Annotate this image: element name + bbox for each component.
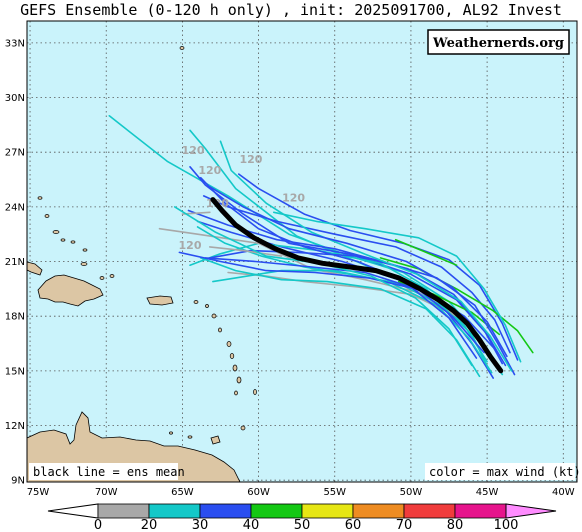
lat-label: 21N [5, 257, 25, 268]
ensemble-member-track [209, 246, 283, 257]
colorbar-arrow-left [47, 503, 99, 519]
land-hispaniola [37, 274, 104, 307]
watermark: Weathernerds.org [432, 36, 564, 51]
legend-color-label: color = max wind (kt) [429, 465, 581, 479]
ensemble-member-track [273, 211, 522, 363]
lat-label: 27N [5, 148, 25, 159]
lat-label: 30N [5, 93, 25, 104]
ensemble-member-track [199, 176, 485, 354]
ensemble-member-track [199, 257, 481, 378]
colorbar-segment [352, 503, 405, 519]
colorbar-tick-label: 80 [447, 518, 464, 532]
forecast-hour-label: 120 [239, 153, 262, 166]
colorbar-segment [301, 503, 354, 519]
colorbar-segment [403, 503, 456, 519]
ensemble-member-track [209, 186, 508, 358]
lat-label: 12N [5, 421, 25, 432]
watermark-box [427, 29, 570, 55]
forecast-hour-label: 120 [282, 191, 305, 204]
lon-label: 75W [27, 487, 50, 498]
colorbar-tick-label: 0 [94, 518, 102, 532]
land-puerto-rico [146, 295, 174, 306]
ensemble-member-track [202, 195, 511, 354]
lat-label: 9N [11, 476, 25, 487]
colorbar-tick-label: 30 [192, 518, 209, 532]
latitude-labels: 33N 30N 27N 24N 21N 18N 15N 12N 9N [5, 38, 25, 486]
colorbar-segment [199, 503, 252, 519]
colorbar-arrow-right [505, 503, 557, 519]
forecast-hour-label: 120 [182, 144, 205, 157]
lon-label: 65W [171, 487, 194, 498]
ensemble-member-track [219, 140, 513, 372]
colorbar-segment [454, 503, 507, 519]
colorbar-ticks: 0 20 30 40 50 60 70 80 100 [94, 518, 519, 532]
ensemble-member-track [379, 257, 534, 354]
lon-label: 60W [247, 487, 270, 498]
land-cuba [27, 261, 43, 276]
legend-left-box [29, 463, 178, 480]
grid-lines [27, 21, 577, 482]
colorbar-tick-label: 70 [396, 518, 413, 532]
lat-label: 15N [5, 366, 25, 377]
longitude-labels: 75W 70W 65W 60W 55W 50W 45W 40W [27, 487, 575, 498]
lon-label: 50W [400, 487, 423, 498]
small-islands [37, 46, 257, 439]
colorbar-tick-label: 20 [141, 518, 158, 532]
forecast-hour-label: 120 [198, 164, 221, 177]
ensemble-member-track [394, 238, 458, 266]
lat-label: 33N [5, 38, 25, 49]
legend-right-box [425, 463, 575, 480]
map-frame [26, 20, 578, 483]
colorbar-tick-label: 40 [243, 518, 260, 532]
ensemble-member-track [189, 242, 488, 363]
colorbar-segment [250, 503, 303, 519]
colorbar-tick-label: 100 [494, 518, 519, 532]
lon-label: 70W [95, 487, 118, 498]
colorbar-segment [97, 503, 150, 519]
ensemble-member-track [174, 206, 473, 367]
legend-mean-label: black line = ens mean [33, 465, 185, 479]
ensemble-member-track [196, 226, 490, 370]
ensemble-member-track [204, 257, 478, 359]
lon-label: 45W [476, 487, 499, 498]
colorbar-segment [148, 503, 201, 519]
lat-label: 18N [5, 312, 25, 323]
ensemble-mean-track [210, 197, 504, 374]
forecast-hour-label: 120 [179, 239, 202, 252]
chart-title: GEFS Ensemble (0-120 h only) , init: 202… [20, 1, 562, 19]
wind-colorbar [47, 503, 557, 519]
lon-label: 55W [323, 487, 346, 498]
colorbar-tick-label: 60 [345, 518, 362, 532]
lon-label: 40W [552, 487, 575, 498]
land-trinidad [210, 435, 221, 445]
colorbar-tick-label: 50 [294, 518, 311, 532]
lat-label: 24N [5, 202, 25, 213]
